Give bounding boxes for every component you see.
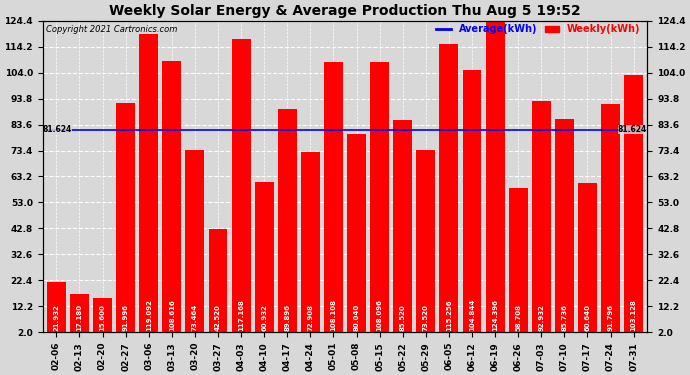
Bar: [139, 34, 158, 332]
Text: 91.796: 91.796: [607, 304, 613, 331]
Text: 60.932: 60.932: [262, 304, 267, 331]
Bar: [509, 188, 528, 332]
Text: 85.520: 85.520: [400, 304, 406, 331]
Text: 117.168: 117.168: [238, 299, 244, 331]
Text: 72.908: 72.908: [307, 304, 313, 331]
Text: 119.092: 119.092: [146, 299, 152, 331]
Bar: [255, 182, 274, 332]
Title: Weekly Solar Energy & Average Production Thu Aug 5 19:52: Weekly Solar Energy & Average Production…: [109, 4, 581, 18]
Bar: [208, 229, 228, 332]
Text: 17.180: 17.180: [77, 304, 83, 331]
Text: 73.520: 73.520: [423, 304, 428, 331]
Text: 115.256: 115.256: [446, 300, 452, 331]
Text: 42.520: 42.520: [215, 304, 221, 331]
Bar: [116, 103, 135, 332]
Bar: [601, 104, 620, 332]
Text: 21.932: 21.932: [53, 304, 59, 331]
Bar: [93, 298, 112, 332]
Text: Copyright 2021 Cartronics.com: Copyright 2021 Cartronics.com: [46, 26, 177, 34]
Text: 58.708: 58.708: [515, 304, 521, 331]
Bar: [370, 62, 389, 332]
Bar: [532, 101, 551, 332]
Bar: [578, 183, 597, 332]
Bar: [624, 75, 643, 332]
Text: 104.844: 104.844: [469, 298, 475, 331]
Bar: [301, 152, 320, 332]
Bar: [393, 120, 412, 332]
Text: 124.396: 124.396: [492, 299, 498, 331]
Text: 108.616: 108.616: [169, 299, 175, 331]
Text: 80.040: 80.040: [353, 304, 359, 331]
Text: 103.128: 103.128: [631, 299, 637, 331]
Text: 81.624: 81.624: [43, 125, 72, 134]
Legend: Average(kWh), Weekly(kWh): Average(kWh), Weekly(kWh): [434, 22, 642, 36]
Bar: [347, 134, 366, 332]
Text: 108.096: 108.096: [377, 299, 383, 331]
Text: 108.108: 108.108: [331, 299, 337, 331]
Text: 92.932: 92.932: [538, 304, 544, 331]
Bar: [162, 61, 181, 332]
Text: 81.624: 81.624: [618, 125, 647, 134]
Bar: [440, 44, 458, 332]
Bar: [486, 21, 504, 332]
Text: 15.600: 15.600: [99, 304, 106, 331]
Text: 73.464: 73.464: [192, 304, 198, 331]
Text: 89.896: 89.896: [284, 304, 290, 331]
Bar: [462, 70, 482, 332]
Bar: [324, 62, 343, 332]
Text: 60.640: 60.640: [584, 304, 591, 331]
Bar: [47, 282, 66, 332]
Bar: [278, 108, 297, 332]
Bar: [555, 119, 574, 332]
Bar: [70, 294, 89, 332]
Text: 85.736: 85.736: [562, 304, 567, 331]
Bar: [186, 150, 204, 332]
Text: 91.996: 91.996: [123, 304, 128, 331]
Bar: [416, 150, 435, 332]
Bar: [232, 39, 250, 332]
